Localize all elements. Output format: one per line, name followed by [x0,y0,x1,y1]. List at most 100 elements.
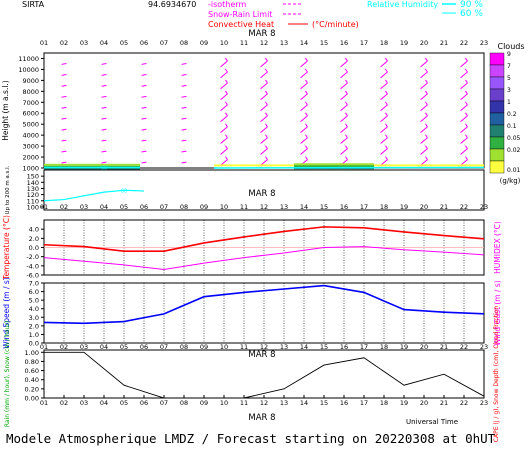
colorbar-swatch [489,76,505,90]
wind-barb [420,93,428,101]
ytick-label: 130 [27,185,39,193]
wind-barb [181,150,187,153]
wind-barb-flag [305,134,308,139]
hour-tick-label: 13 [280,343,288,351]
legend-label-1: Snow-Rain Limit [208,10,272,19]
wind-barb [260,82,268,90]
wind-barb [181,73,187,76]
ytick-label: 8000 [22,88,39,96]
wind-barb [420,126,428,133]
wind-barb [340,115,348,122]
wind-barb [380,126,388,133]
wind-barb [340,60,348,68]
wind-barb [420,115,428,122]
colorbar-swatch [489,136,505,150]
wind-barb [460,148,468,155]
hour-tick-label: 12 [260,203,268,211]
wind-barb [460,104,468,112]
wind-barb [101,161,107,164]
colorbar-unit: (g/kg) [500,177,521,185]
wind-barb-flag [305,101,308,106]
wind-barb-flag [225,57,228,62]
ytick-label: 1.00 [25,349,39,357]
wind-barb [220,60,228,68]
hour-tick-label: 16 [340,39,348,47]
wind-barb-flag [345,79,348,84]
ytick-label: 9000 [22,77,39,85]
wind-barb-flag [225,123,228,128]
hour-tick-label: 06 [140,203,148,211]
wind-barb [260,104,268,112]
wind-barb [220,82,228,90]
hour-tick-label: 17 [360,203,368,211]
wind-barb [61,161,67,164]
wind-barb-flag [225,101,228,106]
ylabel-height: Height (m a.s.l.) [1,80,10,141]
hour-tick-label: 07 [160,203,168,211]
wind-barb [300,148,308,155]
hour-tick-label: 14 [300,399,308,407]
hour-tick-label: 02 [60,39,68,47]
wind-barb-flag [465,145,468,149]
hour-tick-label: 10 [220,343,228,351]
cloud-fraction-line [44,351,485,399]
hour-tick-label: 01 [40,343,48,351]
ylabel-wind-gust: Wind Gust (m / s) [493,280,502,345]
wind-barb-flag [345,101,348,106]
wind-barb [460,115,468,122]
hour-tick-label: 19 [400,203,408,211]
ytick-label: -2.0 [26,253,39,261]
hour-tick-label: 22 [460,203,468,211]
wind-barb [380,93,388,101]
hour-tick-label: 15 [320,39,328,47]
wind-barb-flag [425,79,428,84]
hour-tick-label: 10 [220,39,228,47]
temperature-panel: -6.0 -4.0-2.00.02.04.0 Temperature (°C) HUM… [2,215,502,281]
wind-barb [220,71,228,79]
xlabel-universal-time: Universal Time [406,418,458,426]
wind-barb [141,150,147,153]
wind-barb-flag [265,57,268,62]
hour-tick-label: 14 [300,39,308,47]
wind-barb-flag [385,145,388,149]
wind-barb-flag [305,57,308,62]
wind-barb [101,73,107,76]
colorbar-tick: 5 [507,75,511,82]
date-label-top: MAR 8 [248,29,275,39]
hour-tick-label: 09 [200,343,208,351]
wind-barb [260,148,268,155]
wind-barb [141,106,147,109]
wind-barb-flag [225,112,228,117]
temperature-line [43,226,485,252]
hour-tick-label: 18 [380,343,388,351]
wind-barb [260,126,268,133]
wind-barb [340,126,348,133]
hour-tick-label: 18 [380,203,388,211]
ytick-label: 6.0 [29,288,39,296]
wind-barb [260,60,268,68]
wind-barb [220,93,228,101]
wind-barb [61,95,67,98]
hour-tick-label: 05 [120,399,128,407]
wind-barb [101,84,107,87]
colorbar-tick: 7 [507,63,511,70]
wind-barb [340,104,348,112]
hour-tick-label: 07 [160,39,168,47]
colorbar-swatch [489,88,505,102]
ytick-label: 0.60 [25,367,39,375]
hour-tick-label: 04 [100,39,108,47]
ytick-label: 100 [27,203,39,211]
hour-tick-label: 21 [440,39,448,47]
wind-barb [101,63,107,65]
wind-barb-flag [385,134,388,139]
colorbar-tick: 0.05 [507,135,521,142]
hour-tick-label: 14 [300,343,308,351]
wind-barb-flag [385,79,388,84]
ytick-label: 0.00 [25,395,39,403]
wind-barb [380,71,388,79]
colorbar-swatch [489,52,505,66]
hour-tick-label: 18 [380,39,388,47]
hour-tick-label: 08 [180,399,188,407]
wind-barb [420,71,428,79]
